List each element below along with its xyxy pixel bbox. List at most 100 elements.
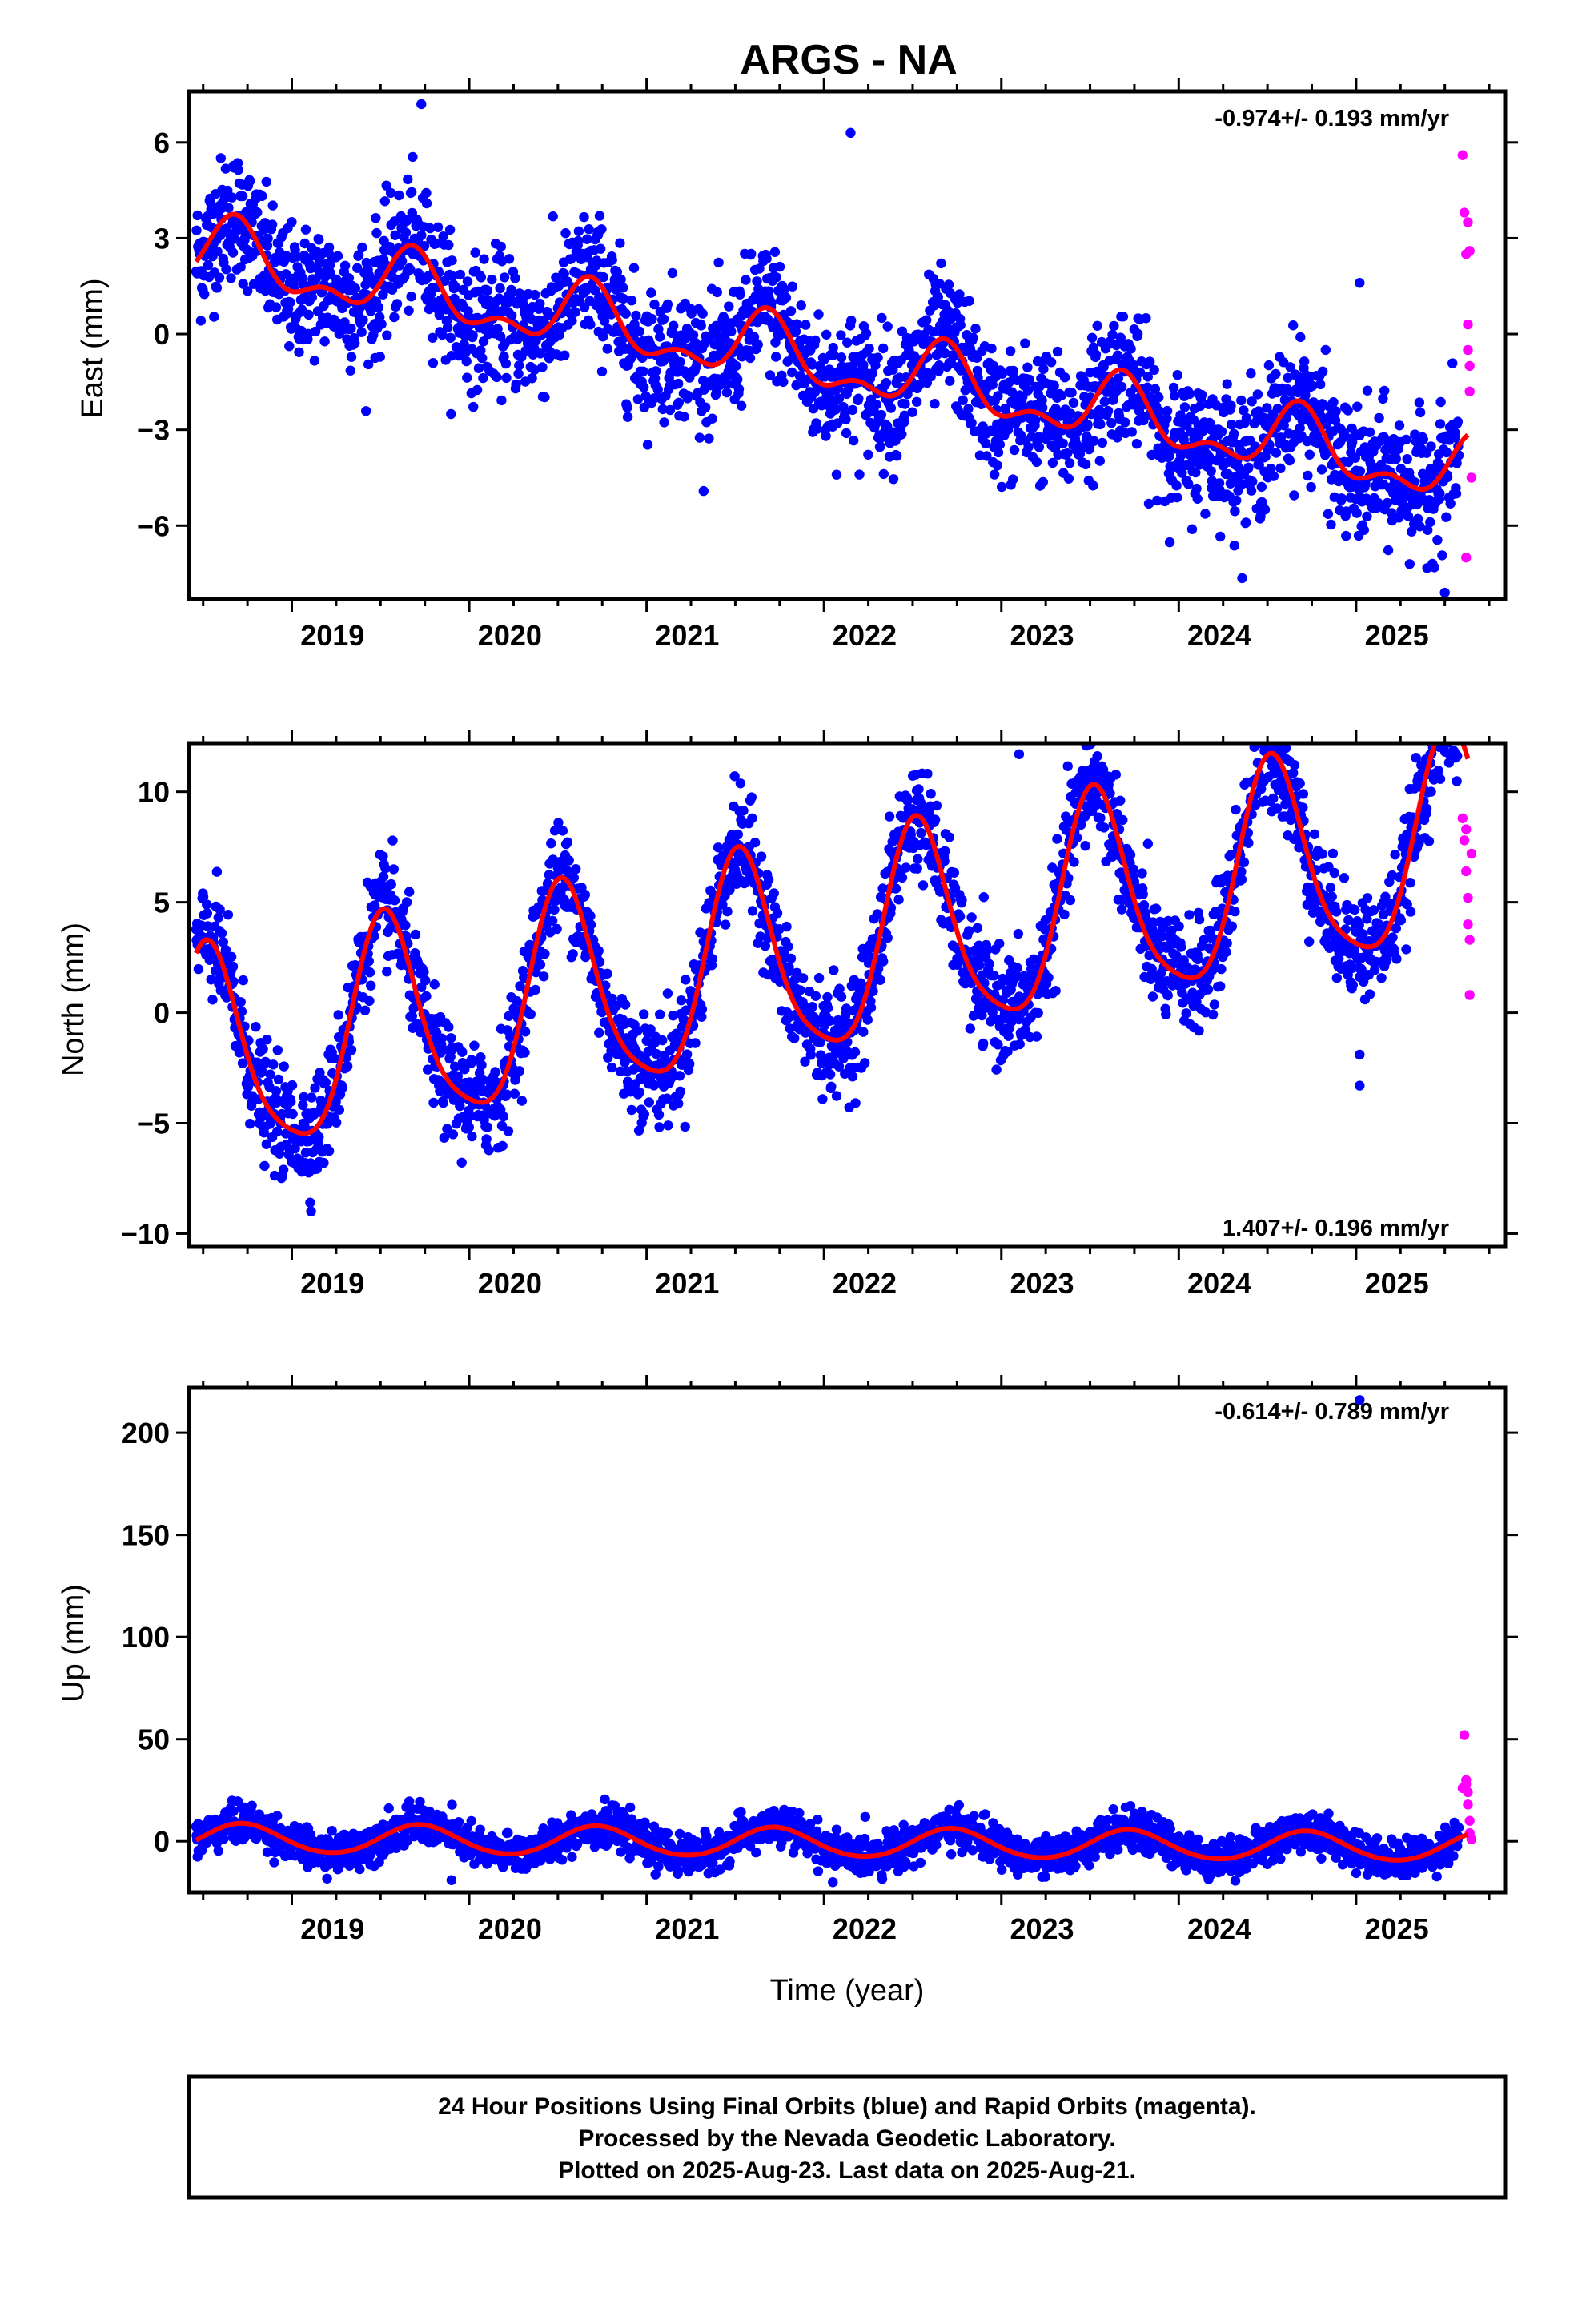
north-data-point [733,829,743,840]
east-data-point [1152,495,1162,506]
east-data-point [1059,372,1070,383]
east-data-point [501,372,512,384]
east-data-point [582,234,592,244]
east-data-point [444,224,456,235]
east-data-point [1231,495,1242,505]
east-data-point [774,261,785,272]
north-data-point [1161,1009,1171,1019]
east-data-point [1082,431,1092,442]
east-data-point [673,397,684,408]
north-data-point [1115,795,1126,806]
north-data-point [749,837,761,848]
east-data-point [548,211,558,222]
east-data-point [1236,479,1247,489]
east-data-point [350,283,360,294]
east-data-point [1303,470,1313,481]
east-data-point [841,414,851,424]
east-data-point [445,332,456,343]
north-data-point [1222,938,1232,949]
north-data-point [1012,963,1022,973]
east-final-orbit-points [191,99,1477,598]
north-data-point [1125,850,1136,860]
east-data-point [688,330,699,340]
east-data-point [607,255,617,265]
north-data-point [720,919,731,930]
east-data-point [1170,391,1180,401]
east-data-point [1191,467,1201,478]
east-data-point [319,336,330,347]
east-data-point [1082,420,1093,430]
north-data-point [520,1027,531,1037]
north-data-point [856,978,866,988]
east-data-point [1374,412,1384,424]
north-data-point [822,1003,833,1014]
north-data-point [323,1146,335,1156]
east-data-point [325,259,335,270]
north-data-point [571,864,581,875]
north-data-point [680,1121,690,1132]
east-data-point [665,404,676,416]
east-data-point [309,356,320,366]
north-data-point [226,951,237,963]
east-data-point [1295,423,1305,433]
east-data-point [1094,404,1105,416]
east-data-point [1246,485,1257,496]
east-x-tick-label: 2020 [478,619,542,652]
east-data-point [1402,454,1412,464]
north-data-point [1298,789,1309,799]
north-data-point [651,1048,662,1059]
north-data-point [235,997,246,1007]
east-data-point [1254,460,1264,470]
north-data-point [310,1083,320,1093]
east-data-point [745,352,756,364]
east-data-point [945,376,955,386]
east-data-point [1162,413,1172,424]
north-data-point [922,769,933,779]
east-data-point [781,292,792,303]
east-data-point [790,326,801,336]
east-data-point [352,263,363,273]
north-data-point [520,1047,530,1058]
east-data-point [997,481,1007,493]
east-data-point [1022,385,1034,396]
east-data-point [371,227,382,239]
north-data-point [860,1058,870,1068]
east-data-point [1131,439,1142,449]
east-outlier-point [416,99,427,110]
north-data-point [795,985,805,995]
east-data-point [261,176,271,187]
east-data-point [1394,420,1405,431]
north-data-point [1243,838,1254,849]
east-data-point [404,305,414,316]
east-data-point [495,283,505,294]
north-data-point [847,1072,858,1082]
east-data-point [849,435,859,446]
east-data-point [652,384,663,395]
east-data-point [1154,392,1164,403]
east-data-point [779,284,789,295]
east-data-point [487,274,497,285]
east-data-point [778,376,789,388]
east-data-point [836,330,846,340]
east-data-point [731,360,741,372]
east-data-point [1094,456,1106,466]
north-data-point [484,1145,494,1156]
east-data-point [529,364,540,375]
east-data-point [936,258,946,269]
east-data-point [638,366,648,376]
north-data-point [673,1098,684,1109]
east-data-point [1304,449,1315,460]
east-data-point [1339,430,1350,440]
north-data-point [989,971,999,981]
east-data-point [1184,388,1195,400]
north-data-point [305,1197,315,1208]
east-data-point [646,287,656,298]
east-data-point [373,302,384,312]
north-data-point [323,1119,333,1129]
east-data-point [907,407,917,417]
east-data-point [570,307,580,317]
east-data-point [952,297,963,308]
east-data-point [346,323,356,334]
north-data-point [978,892,990,903]
north-data-point [363,956,374,967]
